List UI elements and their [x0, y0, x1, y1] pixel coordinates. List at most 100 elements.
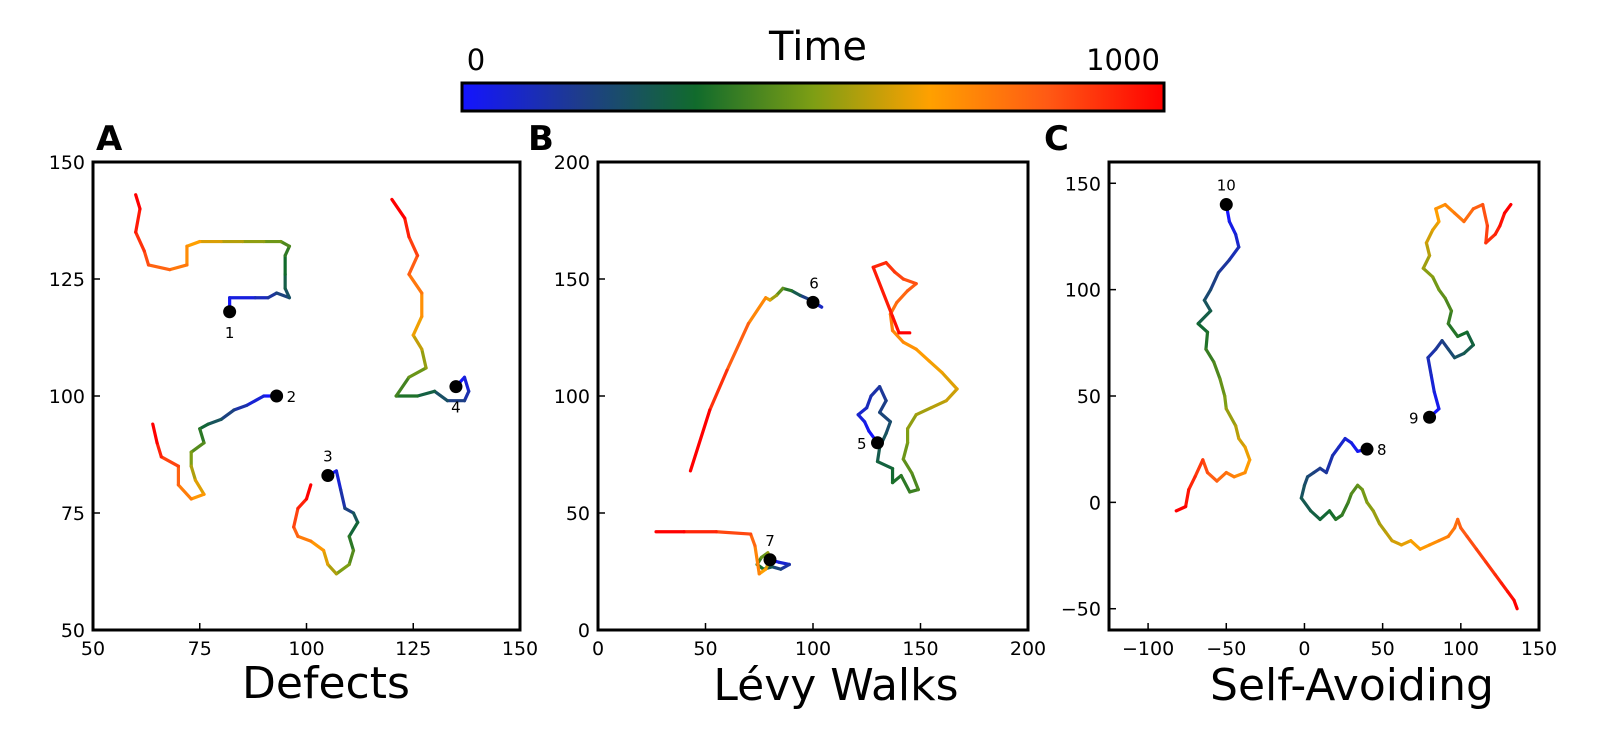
trajectory-segment — [347, 534, 356, 553]
trajectory-segment — [1377, 522, 1388, 534]
trajectory-segment — [292, 506, 300, 529]
trajectory-segment — [1330, 445, 1341, 458]
trajectory-segment — [292, 525, 300, 539]
trajectory-segment — [1446, 526, 1457, 539]
trajectory-segment — [884, 261, 897, 274]
panel-label-c: C — [1044, 119, 1069, 159]
trajectory-segment — [1309, 509, 1322, 521]
panel-self-avoiding-plot: −100 −50 0 50 100 150 −50 0 50 100 150 10 9 8 — [1061, 160, 1557, 660]
trajectory-segment — [1484, 224, 1490, 245]
x-tick-label: 0 — [1298, 638, 1310, 660]
trajectory-segment — [888, 312, 895, 333]
trajectory-segment — [1459, 526, 1469, 539]
trajectory-segment — [1471, 202, 1485, 211]
trajectory-label: 4 — [451, 399, 461, 417]
colorbar-max-label: 1000 — [1086, 43, 1160, 77]
trajectory-segment — [1349, 441, 1360, 453]
trajectory-segment — [326, 562, 338, 576]
trajectory-segment — [789, 289, 802, 297]
trajectory-label: 1 — [225, 324, 235, 342]
plot-frame — [596, 160, 1030, 632]
y-tick-label: 100 — [49, 386, 85, 408]
trajectory-segment — [134, 193, 142, 211]
trajectory-segment — [142, 249, 151, 267]
trajectory-segment — [1446, 309, 1454, 326]
trajectory-segment — [1234, 232, 1241, 249]
trajectory-segment — [1440, 339, 1450, 351]
trajectory-2: 2 — [151, 388, 297, 501]
trajectory-segment — [927, 359, 944, 375]
trajectory-segment — [134, 207, 142, 234]
x-tick-label: 100 — [288, 638, 324, 660]
trajectory-label: 7 — [765, 532, 775, 550]
trajectory-segment — [878, 385, 888, 403]
colorbar-title: Time — [768, 24, 867, 70]
trajectory-segment — [189, 441, 206, 454]
trajectory-segment — [899, 473, 912, 494]
trajectory-segment — [1462, 207, 1475, 224]
trajectory-segment — [1426, 347, 1438, 360]
trajectory-segment — [394, 375, 411, 398]
trajectory-label: 2 — [287, 388, 297, 406]
y-tick-label: 100 — [1065, 280, 1101, 302]
trajectory-segment — [245, 394, 266, 407]
trajectory-segment — [1465, 534, 1479, 551]
trajectory-segment — [884, 420, 893, 436]
trajectory-segment — [1399, 539, 1413, 547]
trajectory-segment — [725, 321, 751, 372]
trajectory-segment — [411, 333, 424, 351]
trajectory-segment — [1443, 296, 1454, 313]
trajectory-segment — [1349, 483, 1360, 496]
trajectory-segment — [1204, 330, 1210, 351]
trajectory-segment — [304, 483, 313, 501]
start-marker — [1219, 198, 1233, 212]
trajectory-label: 5 — [857, 435, 867, 453]
trajectory-label: 9 — [1409, 409, 1419, 427]
y-tick-label: 0 — [1089, 492, 1101, 514]
trajectory-segment — [1421, 266, 1435, 279]
trajectory-segment — [905, 413, 918, 431]
trajectory-segment — [189, 464, 198, 482]
trajectory-segment — [746, 296, 768, 326]
trajectory-segment — [1371, 509, 1382, 526]
start-marker — [223, 305, 237, 319]
trajectory-segment — [944, 387, 959, 403]
y-tick-label: 0 — [578, 620, 590, 642]
trajectory-segment — [339, 488, 347, 510]
y-tick-label: 150 — [49, 152, 85, 174]
trajectory-segment — [1318, 509, 1332, 521]
trajectory-segment — [1437, 288, 1447, 300]
start-marker — [449, 380, 463, 394]
trajectory-segment — [1493, 573, 1504, 585]
trajectory-segment — [1340, 500, 1350, 517]
trajectory-segment — [343, 506, 356, 515]
trajectory-label: 8 — [1377, 441, 1387, 459]
trajectory-segment — [1196, 309, 1213, 326]
trajectory-segment — [266, 291, 279, 300]
x-tick-label: 50 — [1371, 638, 1395, 660]
start-marker — [806, 295, 820, 309]
trajectory-segment — [688, 408, 712, 473]
trajectory-segment — [1212, 360, 1222, 381]
y-tick-label: 75 — [61, 503, 85, 525]
trajectory-1: 1 — [134, 193, 292, 342]
trajectory-segment — [206, 417, 223, 426]
trajectory-segment — [929, 399, 948, 410]
x-tick-label: 150 — [1521, 638, 1557, 660]
trajectory-segment — [875, 459, 895, 471]
trajectory-segment — [411, 314, 424, 337]
trajectory-segment — [189, 492, 206, 501]
trajectory-segment — [1224, 407, 1238, 428]
trajectory-segment — [415, 389, 437, 398]
y-tick-label: 200 — [554, 152, 590, 174]
trajectory-segment — [1424, 241, 1432, 258]
trajectory-segment — [865, 394, 873, 410]
trajectory-segment — [1465, 330, 1475, 347]
trajectory-segment — [1446, 347, 1457, 360]
trajectory-label: 3 — [323, 448, 333, 466]
y-tick-label: 100 — [554, 386, 590, 408]
trajectory-segment — [1202, 288, 1213, 302]
trajectory-segment — [347, 548, 356, 567]
trajectory-segment — [1429, 373, 1436, 394]
